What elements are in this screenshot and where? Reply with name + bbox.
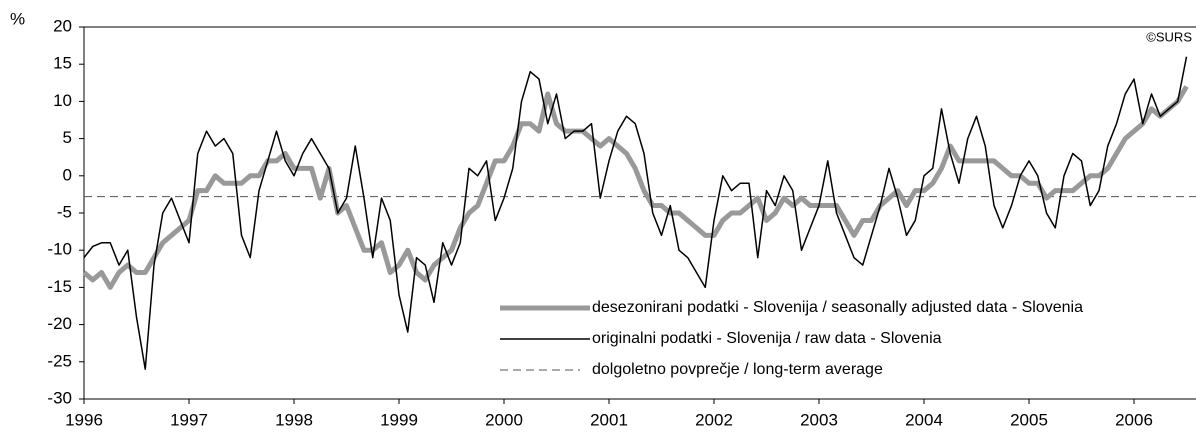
y-axis-label: % [10,9,25,28]
y-tick-label: 20 [53,16,72,35]
x-tick-label: 1998 [275,410,313,429]
y-tick-label: -25 [47,351,72,370]
y-tick-label: -15 [47,277,72,296]
x-tick-label: 2000 [485,410,523,429]
legend-label: desezonirani podatki - Slovenija / seaso… [592,299,1083,316]
y-tick-label: 5 [63,128,72,147]
x-tick-label: 2003 [800,410,838,429]
y-tick-label: -10 [47,240,72,259]
y-tick-label: 15 [53,54,72,73]
x-tick-label: 2002 [695,410,733,429]
x-tick-label: 1997 [170,410,208,429]
legend-label: dolgoletno povprečje / long-term average [592,361,883,378]
annotation: ©SURS [1146,29,1192,44]
x-tick-label: 2006 [1115,410,1153,429]
y-tick-label: -20 [47,314,72,333]
y-tick-label: 0 [63,165,72,184]
data-line [83,56,1188,370]
y-tick-label: 10 [53,91,72,110]
y-tick-label: -30 [47,388,72,407]
x-tick-label: 2005 [1010,410,1048,429]
y-tick-label: -5 [57,202,72,221]
x-tick-label: 2001 [590,410,628,429]
x-tick-label: 1999 [380,410,418,429]
x-tick-label: 1996 [65,410,103,429]
legend-label: originalni podatki - Slovenija / raw dat… [592,330,942,347]
x-tick-label: 2004 [905,410,943,429]
